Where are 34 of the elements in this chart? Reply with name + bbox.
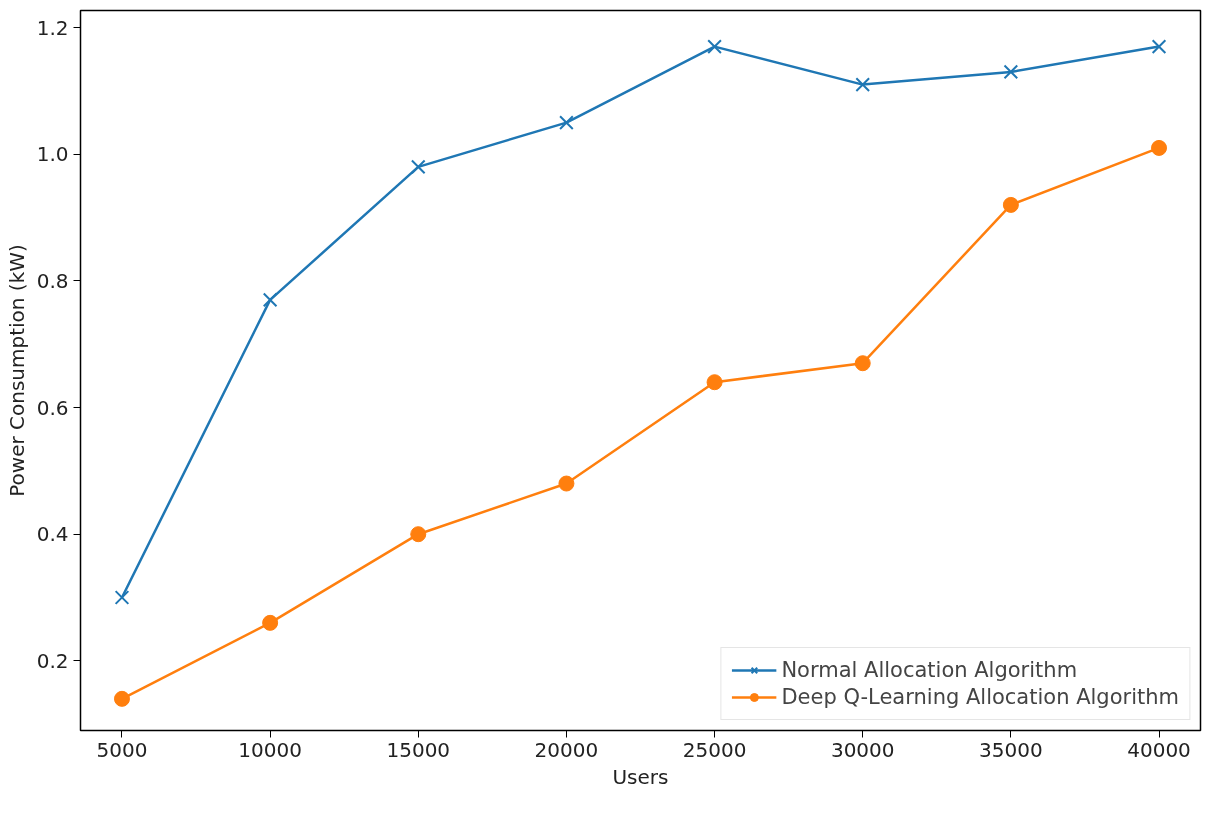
legend-label: Deep Q-Learning Allocation Algorithm [781,685,1179,709]
x-tick-label: 10000 [238,737,302,762]
point [1003,64,1019,80]
x-tick-label: 20000 [534,737,599,762]
y-tick-label: 0.6 [36,395,69,420]
x-tick-label: 40000 [1127,737,1191,762]
point [854,355,871,372]
point [410,526,427,543]
point [410,159,426,175]
legend-label: Normal Allocation Algorithm [781,658,1078,682]
y-tick-label: 0.4 [36,522,69,547]
y-axis-title: Power Consumption (kW) [4,244,29,497]
y-tick-label: 1.2 [36,15,69,40]
point [558,475,575,492]
point [262,614,279,631]
point [855,77,871,92]
point [559,115,574,130]
point [114,590,130,605]
y-tick-label: 1.0 [36,142,69,167]
x-tick-label: 25000 [682,737,747,762]
point [113,690,130,707]
x-axis-title: Users [612,764,669,789]
x-tick-label: 5000 [96,737,148,762]
y-tick-label: 0.2 [36,648,69,673]
point [262,292,278,308]
x-tick-label: 30000 [830,737,895,762]
point [707,39,722,54]
point [706,374,723,391]
point [1151,39,1167,54]
x-tick-label: 35000 [979,737,1043,762]
x-tick-label: 15000 [386,737,451,762]
point [1002,196,1019,213]
point [1151,139,1168,156]
y-tick-label: 0.8 [36,268,69,293]
